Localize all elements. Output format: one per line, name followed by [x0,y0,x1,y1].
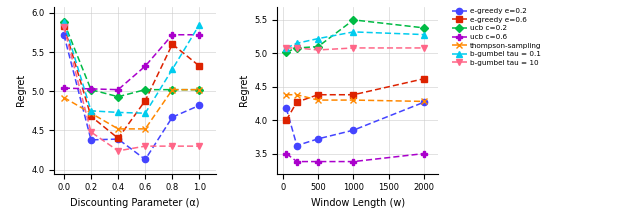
Legend: e-greedy e=0.2, e-greedy e=0.6, ucb c=0.2, ucb c=0.6, thompson-sampling, b-gumbe: e-greedy e=0.2, e-greedy e=0.6, ucb c=0.… [450,7,543,67]
Y-axis label: Regret: Regret [16,74,26,106]
Y-axis label: Regret: Regret [239,74,248,106]
X-axis label: Window Length (w): Window Length (w) [310,198,404,208]
X-axis label: Discounting Parameter (α): Discounting Parameter (α) [70,198,200,208]
